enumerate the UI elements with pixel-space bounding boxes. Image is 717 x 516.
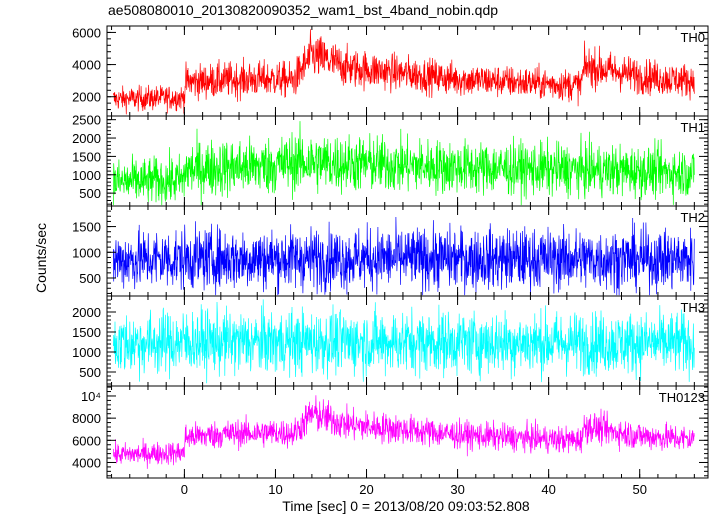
panel-label-th1: TH1 xyxy=(680,120,705,135)
panel-th2: 500 1000 1500 TH2 xyxy=(72,205,709,297)
y-tick-label: 6000 xyxy=(72,433,101,448)
chart-title: ae508080010_20130820090352_wam1_bst_4ban… xyxy=(108,2,498,18)
series-line-th3-0 xyxy=(113,299,695,384)
y-tick-label: 4000 xyxy=(72,58,101,73)
y-tick-label: 1500 xyxy=(72,149,101,164)
y-tick-label: 8000 xyxy=(72,411,101,426)
panel-th3: 500 1000 1500 2000 TH3 xyxy=(72,295,709,387)
y-tick-label: 2500 xyxy=(72,113,101,128)
panel-frame xyxy=(106,385,709,479)
panel-th1: 500 1000 1500 2000 2500 TH1 xyxy=(72,113,709,207)
x-tick-label: 0 xyxy=(181,482,188,497)
y-tick-label: 2000 xyxy=(72,131,101,146)
x-tick-label: 10 xyxy=(268,482,282,497)
y-tick-label: 2000 xyxy=(72,305,101,320)
y-axis-title: Counts/sec xyxy=(33,223,49,293)
y-tick-label: 10⁴ xyxy=(81,389,101,404)
y-tick-label: 6000 xyxy=(72,25,101,40)
x-tick-label: 40 xyxy=(541,482,555,497)
series-line-th1-0 xyxy=(113,121,695,206)
x-tick-label: 30 xyxy=(450,482,464,497)
x-tick-label: 20 xyxy=(359,482,373,497)
y-tick-label: 2000 xyxy=(72,90,101,105)
y-tick-label: 1500 xyxy=(72,220,101,235)
y-tick-label: 1000 xyxy=(72,168,101,183)
y-tick-label: 500 xyxy=(79,365,101,380)
series-line-th2-0 xyxy=(113,216,695,296)
y-tick-label: 1000 xyxy=(72,345,101,360)
panel-th0123: 4000 6000 8000 10⁴ TH0123 xyxy=(72,385,709,479)
y-tick-label: 4000 xyxy=(72,455,101,470)
x-axis-title: Time [sec] 0 = 2013/08/20 09:03:52.808 xyxy=(282,498,530,514)
series-line-th0123-0 xyxy=(113,395,695,469)
panel-label-th0: TH0 xyxy=(680,30,705,45)
panel-label-th0123: TH0123 xyxy=(659,390,705,405)
y-tick-label: 500 xyxy=(79,186,101,201)
panel-label-th3: TH3 xyxy=(680,300,705,315)
x-tick-labels: 0 10 20 30 40 50 xyxy=(181,482,647,497)
series-line-th0-0 xyxy=(113,29,695,115)
y-tick-label: 1500 xyxy=(72,325,101,340)
y-tick-label: 500 xyxy=(79,271,101,286)
panel-label-th2: TH2 xyxy=(680,210,705,225)
panel-th0: 2000 4000 6000 TH0 xyxy=(72,25,709,117)
x-tick-label: 50 xyxy=(632,482,646,497)
y-tick-label: 1000 xyxy=(72,245,101,260)
